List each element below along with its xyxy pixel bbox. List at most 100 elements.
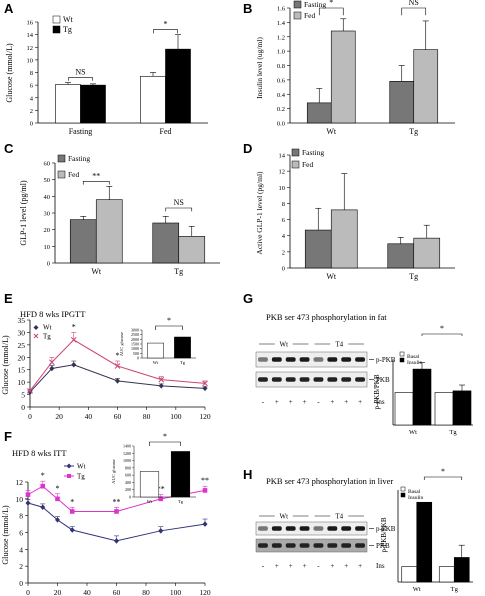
lane-label: Ins — [376, 398, 385, 406]
inset-bar — [147, 342, 164, 359]
legend-swatch — [291, 148, 300, 157]
y-tick-label: 8 — [30, 70, 33, 77]
significance-label: NS — [75, 68, 85, 77]
y-tick-label: 30 — [18, 328, 26, 337]
panel-label: D — [243, 141, 252, 156]
x-tick-label: 120 — [199, 588, 211, 596]
y-axis-label: GLP-1 level (pg/ml) — [19, 180, 28, 246]
lane-mark: + — [289, 562, 293, 570]
blot-band — [355, 377, 365, 382]
bar — [330, 30, 356, 124]
data-point — [40, 504, 46, 511]
y-tick-label: 40 — [44, 194, 51, 201]
x-tick-label: 100 — [170, 412, 182, 421]
y-tick-label: 15 — [18, 366, 26, 375]
data-point — [69, 527, 75, 533]
blot-band — [299, 543, 310, 548]
panel-label: A — [4, 1, 14, 16]
legend-label: Basal — [408, 489, 421, 495]
y-axis-label: Active GLP-1 level (pg/ml) — [255, 171, 264, 255]
bar — [453, 557, 470, 583]
inset-y-tick-label: 0 — [129, 495, 131, 500]
y-axis-label: Insulin level (ug/ml) — [255, 37, 264, 99]
legend-swatch — [400, 486, 406, 492]
data-point — [202, 385, 208, 392]
bar — [412, 368, 432, 426]
inset-y-tick-label: 2000 — [131, 337, 139, 342]
blot-panel — [255, 351, 368, 368]
significance-label: NS — [174, 198, 184, 207]
blot-band — [258, 357, 268, 362]
significance-label: * — [116, 351, 120, 360]
y-tick-label: 25 — [18, 341, 26, 350]
data-point — [55, 517, 60, 523]
legend-label: Insulin — [407, 360, 423, 366]
significance-bracket — [423, 476, 463, 480]
blot-band — [285, 526, 296, 531]
y-tick-label: 1.4 — [277, 20, 286, 27]
data-point — [55, 496, 60, 502]
significance-label: * — [167, 316, 171, 325]
bar — [413, 49, 439, 124]
x-tick-label: 60 — [113, 588, 121, 596]
category-label: Tg — [409, 272, 418, 281]
blot-band — [341, 526, 352, 531]
lane-mark: + — [303, 562, 307, 570]
y-tick-label: 1.2 — [277, 34, 285, 41]
significance-bracket — [155, 325, 183, 330]
y-tick-label: 0 — [282, 266, 285, 273]
blot-band — [313, 543, 324, 548]
significance-bracket — [149, 441, 181, 446]
lane-mark: + — [358, 562, 362, 570]
data-point — [69, 509, 75, 514]
y-tick-label: 0.2 — [277, 106, 285, 113]
y-tick-label: 20 — [18, 353, 26, 362]
lane-mark: + — [275, 398, 279, 406]
x-tick-label: 80 — [142, 588, 150, 596]
legend-label: Fed — [304, 11, 316, 20]
inset-bar — [170, 451, 191, 498]
x-tick-label: 0 — [28, 412, 32, 421]
panel-label: H — [243, 467, 252, 482]
inset-y-tick-label: 0 — [137, 356, 139, 361]
data-point — [158, 376, 165, 383]
legend-swatch — [291, 160, 300, 169]
legend-label: Wt — [43, 324, 52, 332]
blot-band — [341, 543, 352, 548]
bar — [152, 222, 180, 264]
legend-marker — [33, 325, 39, 330]
category-label: Fed — [160, 127, 172, 136]
blot-band — [355, 543, 365, 548]
y-tick-label: 10 — [16, 495, 24, 504]
data-point — [27, 387, 33, 394]
category-label: Wt — [91, 267, 102, 276]
y-tick-label: 30 — [44, 211, 51, 218]
data-point — [71, 361, 77, 368]
inset-y-tick-label: 1200 — [123, 451, 131, 456]
y-tick-label: 50 — [44, 177, 51, 184]
series-line — [29, 339, 206, 392]
y-tick-label: 10 — [279, 185, 286, 192]
blot-band — [299, 377, 310, 382]
group-label: Wt — [279, 513, 288, 521]
band-label: p-PKB — [376, 356, 396, 364]
significance-label: ** — [201, 476, 209, 485]
group-label: T4 — [335, 341, 343, 349]
significance-label: NS — [409, 0, 419, 7]
bar — [178, 236, 206, 264]
blot-band — [341, 357, 352, 362]
legend-swatch — [399, 357, 405, 363]
data-point — [49, 365, 55, 372]
y-tick-label: 1.0 — [277, 49, 285, 56]
inset-y-tick-label: 400 — [125, 480, 131, 485]
bar — [416, 501, 433, 583]
significance-label: * — [329, 0, 333, 7]
category-label: Tg — [449, 429, 457, 436]
inset-category-label: Tg — [180, 360, 186, 365]
category-label: Wt — [326, 272, 337, 281]
significance-bracket — [68, 77, 93, 81]
y-tick-label: 6 — [30, 83, 34, 90]
x-tick-label: 20 — [54, 588, 62, 596]
panel-label: B — [243, 1, 252, 16]
